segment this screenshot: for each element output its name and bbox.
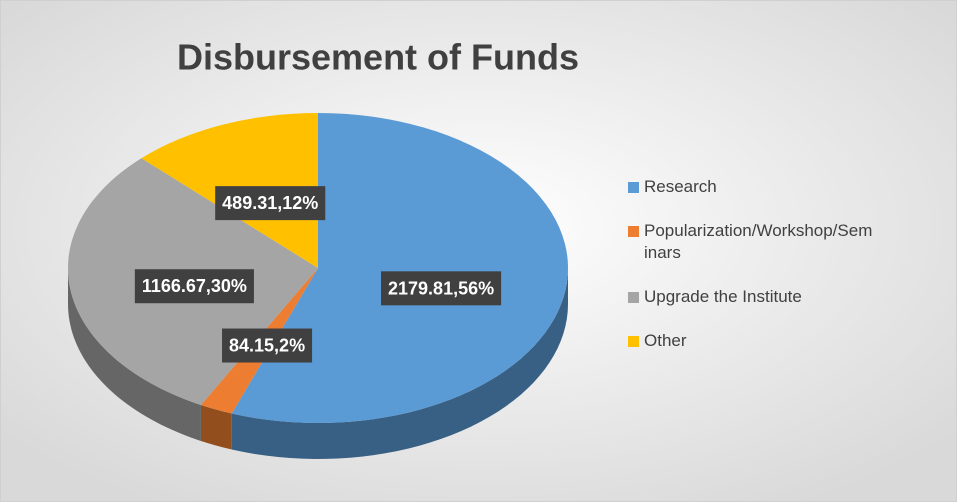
chart-title: Disbursement of Funds (177, 37, 579, 78)
data-label-text: 84.15,2% (229, 336, 305, 356)
legend-swatch (628, 336, 639, 347)
legend-item: Other (628, 330, 898, 352)
slice-side (231, 268, 568, 459)
data-label-box (222, 328, 313, 363)
data-label-text: 2179.81,56% (388, 278, 494, 298)
legend-label: Popularization/Workshop/Seminars (644, 221, 873, 262)
pie-slice (231, 113, 569, 423)
legend-label: Other (644, 331, 687, 350)
legend-item: Upgrade the Institute (628, 286, 898, 308)
slice-side (68, 268, 201, 441)
data-label: 1166.67,30% (134, 269, 254, 304)
legend: Research Popularization/Workshop/Seminars… (628, 176, 898, 352)
data-label: 2179.81,56% (381, 271, 502, 306)
legend-item: Popularization/Workshop/Seminars (628, 220, 898, 264)
data-label: 489.31,12% (215, 186, 326, 221)
data-label-box (381, 271, 502, 306)
slice-side (200, 404, 232, 450)
legend-swatch (628, 292, 639, 303)
data-label-box (134, 269, 254, 304)
legend-item: Research (628, 176, 898, 198)
legend-swatch (628, 226, 639, 237)
legend-label: Research (644, 177, 717, 196)
data-label-text: 1166.67,30% (142, 276, 247, 296)
legend-label: Upgrade the Institute (644, 287, 802, 306)
data-label-box (215, 186, 326, 221)
data-label-text: 489.31,12% (222, 193, 318, 213)
data-label: 84.15,2% (222, 328, 313, 363)
legend-swatch (628, 182, 639, 193)
